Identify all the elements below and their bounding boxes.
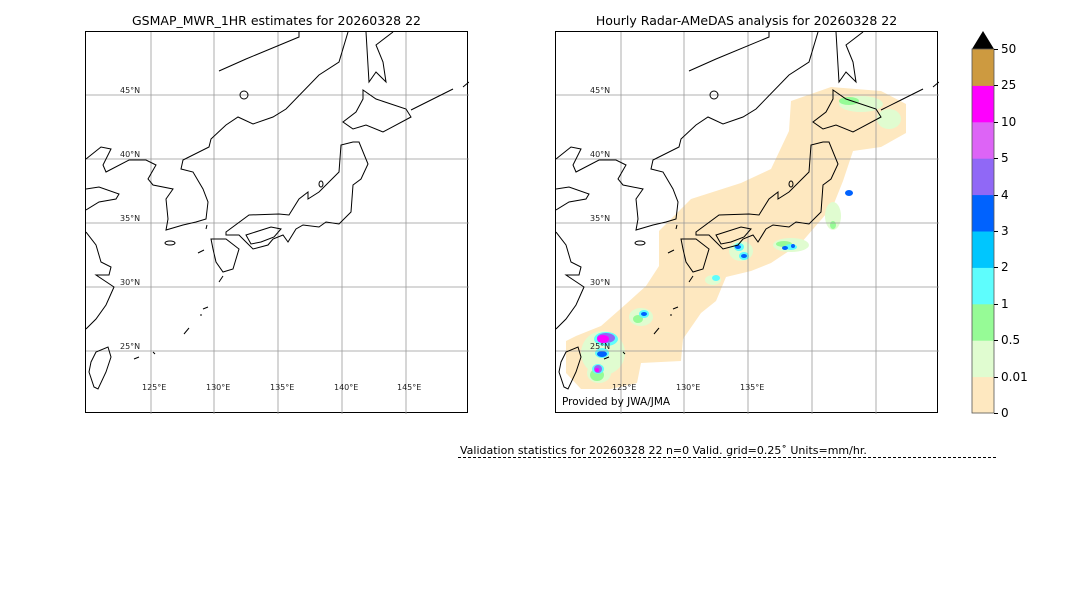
- colorbar-tick-label: 50: [1001, 42, 1017, 56]
- lat-label: 25°N: [120, 342, 140, 351]
- right-map: 45°N 40°N 35°N 30°N 25°N 125°E 130°E 135…: [555, 31, 939, 414]
- colorbar-tick: [994, 49, 998, 50]
- lat-label: 45°N: [120, 86, 140, 95]
- colorbar-extend-arrow: [972, 31, 994, 49]
- rain-area-10: [595, 335, 609, 372]
- colorbar-tick-label: 2: [1001, 260, 1009, 275]
- colorbar-tick: [994, 340, 998, 342]
- left-map: 45°N 40°N 35°N 30°N 25°N 125°E 130°E 135…: [85, 31, 469, 414]
- colorbar-tick: [994, 413, 998, 414]
- colorbar-band: [972, 340, 994, 378]
- colorbar-band: [972, 231, 994, 268]
- data-credit: Provided by JWA/JMA: [562, 396, 671, 408]
- lon-label: 130°E: [676, 383, 700, 392]
- lat-label: 45°N: [590, 86, 610, 95]
- lon-label: 125°E: [612, 383, 636, 392]
- colorbar-tick: [994, 121, 998, 123]
- colorbar-band: [972, 194, 994, 232]
- colorbar-tick-label: 0: [1001, 406, 1009, 420]
- lat-label: 25°N: [590, 342, 610, 351]
- divider: [458, 457, 996, 458]
- lat-label: 40°N: [120, 150, 140, 159]
- colorbar-tick-label: 1: [1001, 296, 1009, 311]
- colorbar-tick-label: 4: [1001, 187, 1009, 202]
- colorbar-band: [972, 303, 994, 341]
- colorbar-tick: [994, 376, 998, 378]
- colorbar-tick: [994, 85, 998, 87]
- lat-label: 30°N: [120, 278, 140, 287]
- precipitation-field: [566, 87, 906, 389]
- colorbar-tick: [994, 231, 998, 232]
- colorbar: [971, 31, 995, 414]
- colorbar-tick: [994, 194, 998, 196]
- colorbar-band: [972, 376, 994, 414]
- lat-label: 40°N: [590, 150, 610, 159]
- colorbar-tick-label: 0.01: [1001, 369, 1028, 384]
- lon-label: 145°E: [397, 383, 421, 392]
- colorbar-tick: [994, 158, 998, 160]
- colorbar-tick-label: 25: [1001, 78, 1017, 93]
- colorbar-band: [972, 267, 994, 305]
- right-map-canvas: 45°N 40°N 35°N 30°N 25°N 125°E 130°E 135…: [556, 32, 939, 414]
- colorbar-tick-label: 10: [1001, 114, 1017, 129]
- gridlines: [556, 32, 939, 414]
- left-map-title: GSMAP_MWR_1HR estimates for 20260328 22: [132, 13, 421, 28]
- rain-area-3: [597, 190, 853, 357]
- colorbar-band: [972, 121, 994, 159]
- colorbar-band: [972, 85, 994, 123]
- colorbar-band: [972, 49, 994, 86]
- colorbar-tick-label: 5: [1001, 151, 1009, 166]
- left-map-canvas: 45°N 40°N 35°N 30°N 25°N 125°E 130°E 135…: [86, 32, 469, 414]
- colorbar-tick-label: 3: [1001, 224, 1009, 238]
- lon-label: 130°E: [206, 383, 230, 392]
- colorbar-tick-label: 0.5: [1001, 333, 1021, 348]
- gridlines: [86, 32, 469, 414]
- lat-label: 35°N: [120, 214, 140, 223]
- colorbar-tick: [994, 303, 998, 305]
- colorbar-tick: [994, 267, 998, 269]
- rain-area-0.5: [590, 97, 859, 381]
- lat-label: 35°N: [590, 214, 610, 223]
- lon-label: 125°E: [142, 383, 166, 392]
- lon-label: 140°E: [334, 383, 358, 392]
- right-map-title: Hourly Radar-AMeDAS analysis for 2026032…: [595, 13, 898, 28]
- coastlines: [86, 32, 469, 390]
- lon-label: 135°E: [270, 383, 294, 392]
- validation-statistics: Validation statistics for 20260328 22 n=…: [460, 444, 867, 457]
- colorbar-band: [972, 158, 994, 196]
- lon-label: 135°E: [740, 383, 764, 392]
- lat-label: 30°N: [590, 278, 610, 287]
